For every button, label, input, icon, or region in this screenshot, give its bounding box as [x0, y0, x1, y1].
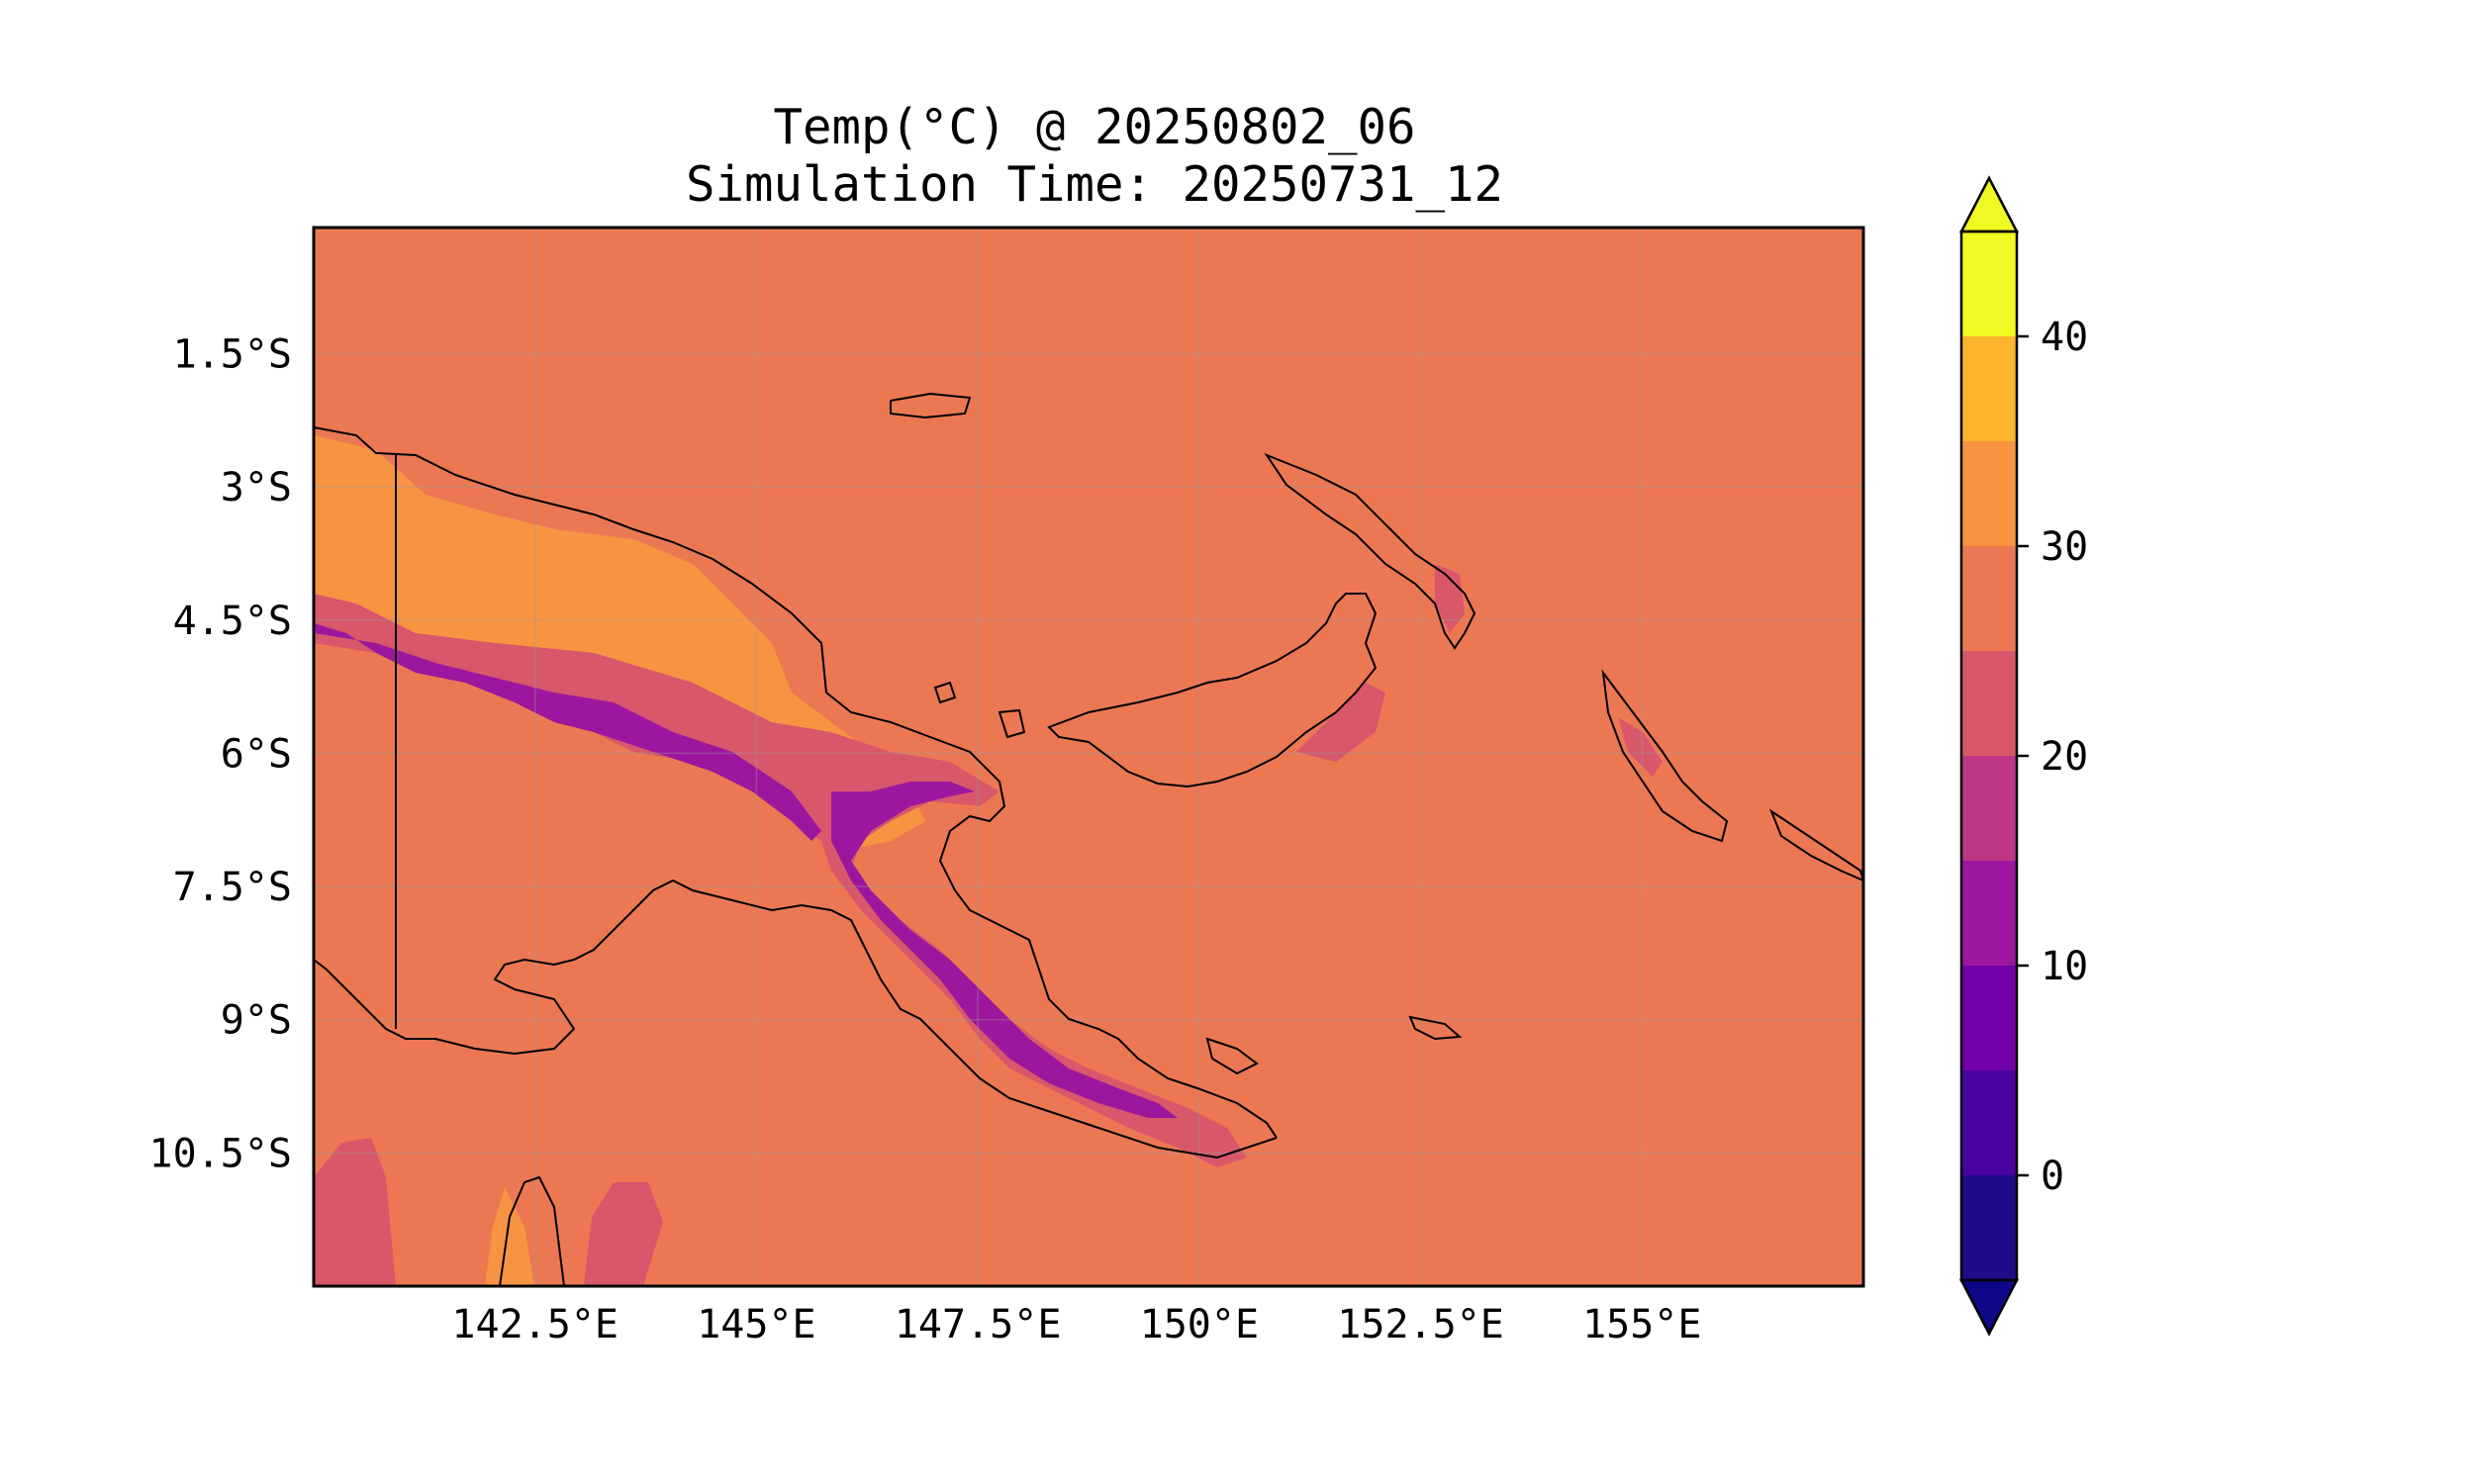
- lat-tick-label: 9°S: [221, 998, 292, 1044]
- colorbar-extend-min: [1958, 1278, 2020, 1337]
- temp-contour-cold-core: [314, 623, 821, 841]
- colorbar-segment: [1961, 1175, 2017, 1280]
- lat-tick-label: 3°S: [221, 465, 292, 510]
- colorbar-segment: [1961, 1070, 2017, 1175]
- lon-tick-label: 145°E: [697, 1302, 815, 1347]
- coastline-manus: [890, 392, 972, 419]
- colorbar-segment: [1961, 232, 2017, 336]
- latitude-tick-labels: 1.5°S 3°S 4.5°S 6°S 7.5°S 9°S 10.5°S: [149, 331, 293, 1176]
- coastline-bougainville: [1601, 669, 1729, 843]
- lon-tick-label: 147.5°E: [895, 1302, 1062, 1347]
- temp-contour-cool-south-2: [584, 1182, 663, 1286]
- temp-contour-cool-south-1: [314, 1138, 396, 1286]
- map-background-field: [314, 228, 1863, 1286]
- lat-tick-label: 10.5°S: [149, 1131, 293, 1176]
- coastline-new-britain: [1047, 593, 1378, 788]
- colorbar: 0 10 20 30 40: [1958, 175, 2088, 1337]
- colorbar-tick-label: 40: [2041, 315, 2088, 360]
- lat-tick-label: 7.5°S: [173, 865, 292, 910]
- colorbar-tick-label: 10: [2041, 944, 2088, 989]
- longitude-tick-labels: 142.5°E 145°E 147.5°E 150°E 152.5°E 155°E: [451, 1302, 1701, 1347]
- lat-tick-label: 1.5°S: [173, 331, 292, 377]
- coastline-trobriand: [1408, 1015, 1463, 1041]
- coastline-new-ireland: [1264, 452, 1476, 650]
- colorbar-segment: [1961, 546, 2017, 651]
- temp-contour-cold-spine: [831, 782, 1178, 1118]
- colorbar-segment: [1961, 861, 2017, 966]
- colorbar-segment: [1961, 651, 2017, 756]
- colorbar-tick-label: 0: [2041, 1154, 2064, 1199]
- map-gridlines: [314, 228, 1863, 1286]
- lat-tick-label: 4.5°S: [173, 599, 292, 644]
- map-frame: [312, 226, 1865, 1288]
- coastline-dentrecasteaux: [1205, 1037, 1259, 1075]
- temp-contour-cool-newireland: [1435, 564, 1465, 633]
- temp-contour-cool-bougainville: [1618, 717, 1663, 777]
- coastline-torres-islands: [499, 1175, 565, 1287]
- figure-title-line-1: Temp(°C) @ 20250802_06: [773, 99, 1416, 155]
- figure-title-line-2: Simulation Time: 20250731_12: [685, 156, 1503, 213]
- lat-tick-label: 6°S: [221, 731, 292, 777]
- colorbar-segment: [1961, 756, 2017, 861]
- temp-contour-warm-southwest: [485, 1187, 534, 1286]
- colorbar-segment: [1961, 441, 2017, 546]
- colorbar-segment: [1961, 336, 2017, 441]
- colorbar-extend-max: [1958, 175, 2020, 233]
- coastline-new-guinea-north: [313, 426, 1278, 1139]
- colorbar-segment: [1961, 966, 2017, 1070]
- coastline-karkar: [998, 708, 1026, 739]
- lon-tick-label: 150°E: [1140, 1302, 1259, 1347]
- coastline-new-guinea-south: [313, 879, 1278, 1159]
- coastline-umboi: [933, 681, 957, 704]
- coastlines: [313, 392, 1865, 1287]
- lon-tick-label: 155°E: [1582, 1302, 1701, 1347]
- temp-contour-cool-newbritain: [1296, 683, 1385, 762]
- lon-tick-label: 142.5°E: [451, 1302, 618, 1347]
- colorbar-tick-label: 20: [2041, 734, 2088, 780]
- lon-tick-label: 152.5°E: [1337, 1302, 1504, 1347]
- colorbar-tick-label: 30: [2041, 524, 2088, 570]
